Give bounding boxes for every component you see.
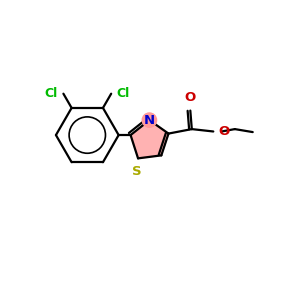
Text: O: O [218, 125, 230, 138]
Text: S: S [132, 165, 141, 178]
Circle shape [142, 113, 157, 127]
Text: O: O [185, 91, 196, 104]
Polygon shape [130, 120, 169, 158]
Text: Cl: Cl [45, 87, 58, 100]
Text: N: N [144, 114, 155, 127]
Text: Cl: Cl [117, 87, 130, 100]
